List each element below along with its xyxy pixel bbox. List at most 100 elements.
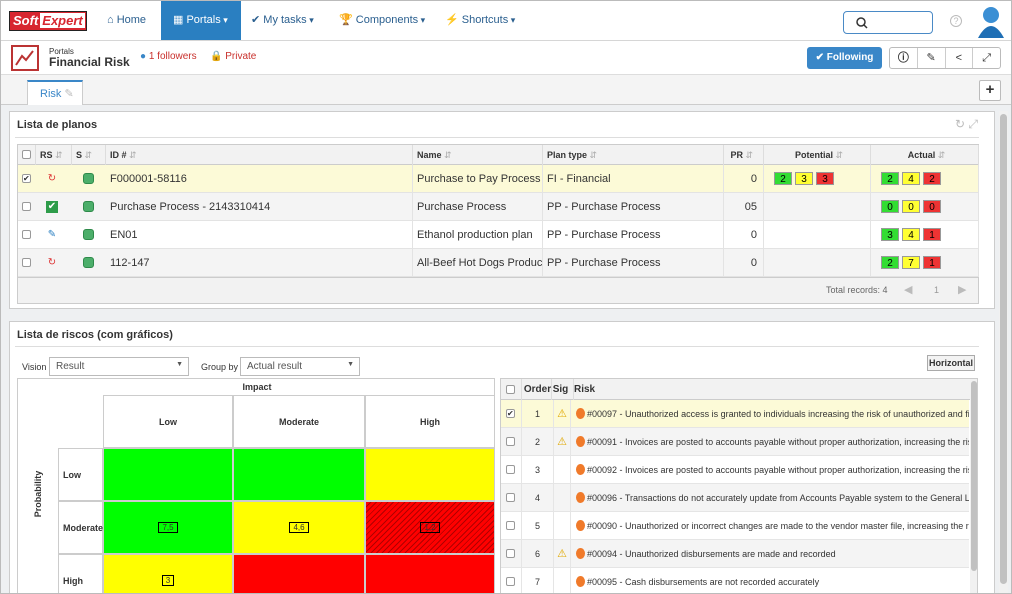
help-icon[interactable]: ? bbox=[950, 15, 962, 27]
column-header[interactable]: Potential ⇵ bbox=[764, 145, 871, 165]
followers[interactable]: ● 1 followers bbox=[140, 51, 197, 62]
portal-title: Financial Risk bbox=[49, 55, 130, 69]
checkbox[interactable] bbox=[506, 577, 515, 586]
column-header[interactable]: Name ⇵ bbox=[413, 145, 543, 165]
follow-button-text: Following bbox=[826, 52, 874, 63]
list-row[interactable]: 7 #00095 - Cash disbursements are not rec… bbox=[501, 568, 969, 593]
checkbox[interactable] bbox=[22, 150, 31, 159]
checkbox[interactable] bbox=[506, 385, 515, 394]
nav-item[interactable]: ⚡ Shortcuts ▾ bbox=[445, 14, 516, 26]
checkbox[interactable] bbox=[22, 202, 31, 211]
nav-item[interactable]: 🏆 Components ▾ bbox=[339, 14, 426, 26]
list-row[interactable]: 3 #00092 - Invoices are posted to account… bbox=[501, 456, 969, 484]
tab[interactable]: Risk ✎ bbox=[27, 80, 83, 105]
column-header[interactable]: PR ⇵ bbox=[724, 145, 764, 165]
plans-table: RS ⇵ S ⇵ ID # ⇵ Name ⇵ Plan type ⇵ PR ⇵ Potent… bbox=[17, 144, 979, 304]
logo[interactable]: Soft Expert bbox=[9, 11, 87, 31]
s-icon bbox=[83, 229, 94, 240]
matrix-cell: 7,5 bbox=[103, 501, 233, 554]
table-header: RS ⇵ S ⇵ ID # ⇵ Name ⇵ Plan type ⇵ PR ⇵ Potent… bbox=[18, 145, 979, 165]
column-header[interactable]: RS ⇵ bbox=[36, 145, 72, 165]
rs-icon: ↻ bbox=[47, 257, 57, 268]
column-title: PR bbox=[730, 150, 743, 160]
risks-title: Lista de riscos (com gráficos) bbox=[17, 329, 173, 341]
cell-plan-type: PP - Purchase Process bbox=[543, 193, 724, 221]
page-scrollbar[interactable] bbox=[999, 111, 1008, 593]
vision-select[interactable]: Result ▼ bbox=[49, 357, 189, 376]
panel-tools[interactable]: ↻ ⤢ bbox=[955, 117, 978, 131]
column-header[interactable]: Plan type ⇵ bbox=[543, 145, 724, 165]
list-row[interactable]: 4 #00096 - Transactions do not accurately… bbox=[501, 484, 969, 512]
info-button[interactable]: ⓘ bbox=[890, 48, 918, 68]
pager-prev[interactable]: ◀ bbox=[904, 284, 913, 296]
table-row[interactable]: ✔ Purchase Process - 2143310414 Purchase P… bbox=[18, 193, 979, 221]
avatar[interactable] bbox=[976, 4, 1006, 38]
pager-page[interactable]: 1 bbox=[934, 285, 940, 295]
checkbox[interactable] bbox=[22, 230, 31, 239]
checkbox[interactable] bbox=[506, 549, 515, 558]
list-row[interactable]: 6 ⚠ #00094 - Unauthorized disbursements ar… bbox=[501, 540, 969, 568]
order: 6 bbox=[521, 540, 553, 568]
checkbox[interactable] bbox=[506, 521, 515, 530]
sig bbox=[553, 484, 571, 512]
table-row[interactable]: ✎ EN01 Ethanol production plan PP - Purchas… bbox=[18, 221, 979, 249]
order: 1 bbox=[521, 400, 553, 428]
s-icon bbox=[83, 201, 94, 212]
list-row[interactable]: 2 ⚠ #00091 - Invoices are posted to accoun… bbox=[501, 428, 969, 456]
pager-next[interactable]: ▶ bbox=[958, 284, 967, 296]
nav-item[interactable]: ⌂ Home bbox=[107, 14, 147, 26]
nav-item[interactable]: ▦ Portals ▾ bbox=[161, 1, 241, 40]
cell-name: Ethanol production plan bbox=[413, 221, 543, 249]
fullscreen-button[interactable]: ⤢ bbox=[982, 52, 992, 64]
checkbox[interactable]: ✔ bbox=[22, 174, 31, 183]
checkbox[interactable] bbox=[22, 258, 31, 267]
matrix-cell bbox=[233, 448, 365, 501]
column-header: Sig bbox=[551, 379, 569, 400]
column-header[interactable] bbox=[18, 145, 36, 165]
score-badge: 4 bbox=[902, 228, 920, 241]
sig bbox=[553, 568, 571, 593]
follow-button[interactable]: ✔ Following bbox=[807, 47, 882, 69]
checkbox[interactable] bbox=[506, 437, 515, 446]
table-row[interactable]: ✔ ↻ F000001-58116 Purchase to Pay Process FI… bbox=[18, 165, 979, 193]
risk-text: #00091 - Invoices are posted to accounts… bbox=[587, 437, 969, 447]
share-button[interactable]: < bbox=[946, 48, 974, 68]
privacy[interactable]: 🔒 Private bbox=[210, 51, 257, 62]
column-header[interactable]: ID # ⇵ bbox=[106, 145, 413, 165]
checkbox[interactable]: ✔ bbox=[506, 409, 515, 418]
order: 4 bbox=[521, 484, 553, 512]
list-row[interactable]: ✔ 1 ⚠ #00097 - Unauthorized access is grant… bbox=[501, 400, 969, 428]
divider bbox=[15, 137, 979, 138]
list-row[interactable]: 5 #00090 - Unauthorized or incorrect chan… bbox=[501, 512, 969, 540]
score-badge: 7 bbox=[902, 256, 920, 269]
checkbox[interactable] bbox=[506, 493, 515, 502]
checkbox[interactable] bbox=[506, 465, 515, 474]
column-header[interactable]: Actual ⇵ bbox=[871, 145, 979, 165]
risk-icon bbox=[576, 464, 585, 475]
risk-matrix: Impact Probability Low Moderate High Low Moder… bbox=[17, 378, 495, 593]
portal-section: Portals bbox=[49, 47, 74, 56]
column-title: RS bbox=[40, 150, 53, 160]
nav-label: Shortcuts bbox=[461, 14, 509, 26]
score-badge: 4 bbox=[902, 172, 920, 185]
score-badge: 3 bbox=[795, 172, 813, 185]
orientation-button[interactable]: Horizontal bbox=[927, 355, 975, 371]
followers-text: 1 followers bbox=[148, 51, 197, 62]
nav-item[interactable]: ✔ My tasks ▾ bbox=[251, 14, 314, 26]
list-scrollbar[interactable] bbox=[970, 379, 977, 593]
edit-button[interactable]: ✎ bbox=[918, 48, 946, 68]
add-tab[interactable]: + bbox=[979, 80, 1001, 101]
score-badge: 2 bbox=[881, 172, 899, 185]
cell-id: EN01 bbox=[106, 221, 413, 249]
risk-text: #00097 - Unauthorized access is granted … bbox=[587, 409, 969, 419]
matrix-cell bbox=[233, 554, 365, 593]
column-header[interactable]: S ⇵ bbox=[72, 145, 106, 165]
cell-name: All-Beef Hot Dogs Production bbox=[413, 249, 543, 277]
matrix-column: High bbox=[365, 395, 494, 448]
search-box[interactable] bbox=[843, 11, 933, 34]
group-select[interactable]: Actual result ▼ bbox=[240, 357, 360, 376]
risk-icon bbox=[576, 408, 585, 419]
matrix-cell: 1,2 bbox=[365, 501, 494, 554]
